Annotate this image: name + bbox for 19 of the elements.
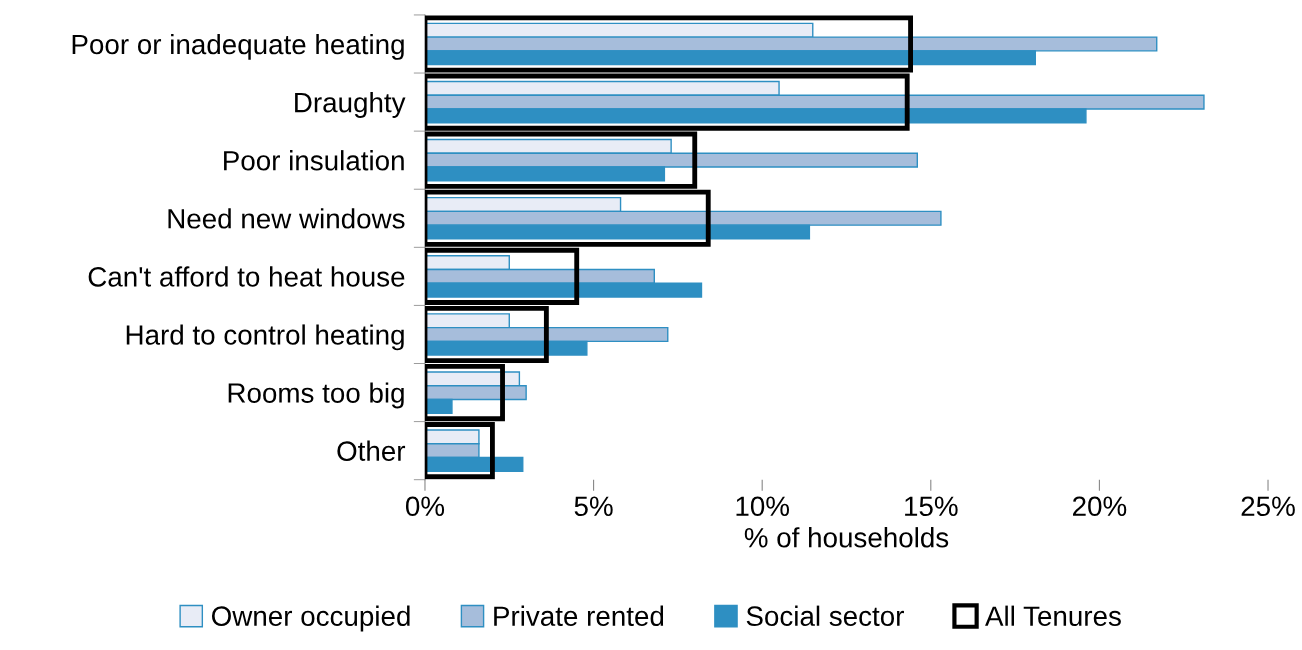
y-tick-label: Draughty <box>295 92 406 118</box>
x-tick-label: 20% <box>1073 496 1127 517</box>
y-tick-label: Poor or inadequate heating <box>72 33 404 60</box>
x-tick-label: 15% <box>905 496 958 517</box>
x-tick-label: 25% <box>1241 496 1295 517</box>
x-axis-title: % of households <box>744 527 949 548</box>
y-tick-label: Hard to control heating <box>126 324 404 351</box>
x-tick-label: 5% <box>574 496 613 517</box>
legend-label: Social sector <box>746 605 904 627</box>
y-tick-label: Other <box>337 440 406 461</box>
y-tick-label: Rooms too big <box>228 382 404 409</box>
y-tick-label: Can't afford to heat house <box>88 266 405 287</box>
x-tick-label: 10% <box>736 496 789 517</box>
x-tick-label: 0% <box>405 496 445 517</box>
legend-label: Private rented <box>494 605 664 627</box>
y-tick-label: Poor insulation <box>224 150 404 171</box>
legend-label: Owner occupied <box>211 605 410 632</box>
legend-label: All Tenures <box>985 605 1121 627</box>
y-tick-label: Need new windows <box>168 208 405 229</box>
